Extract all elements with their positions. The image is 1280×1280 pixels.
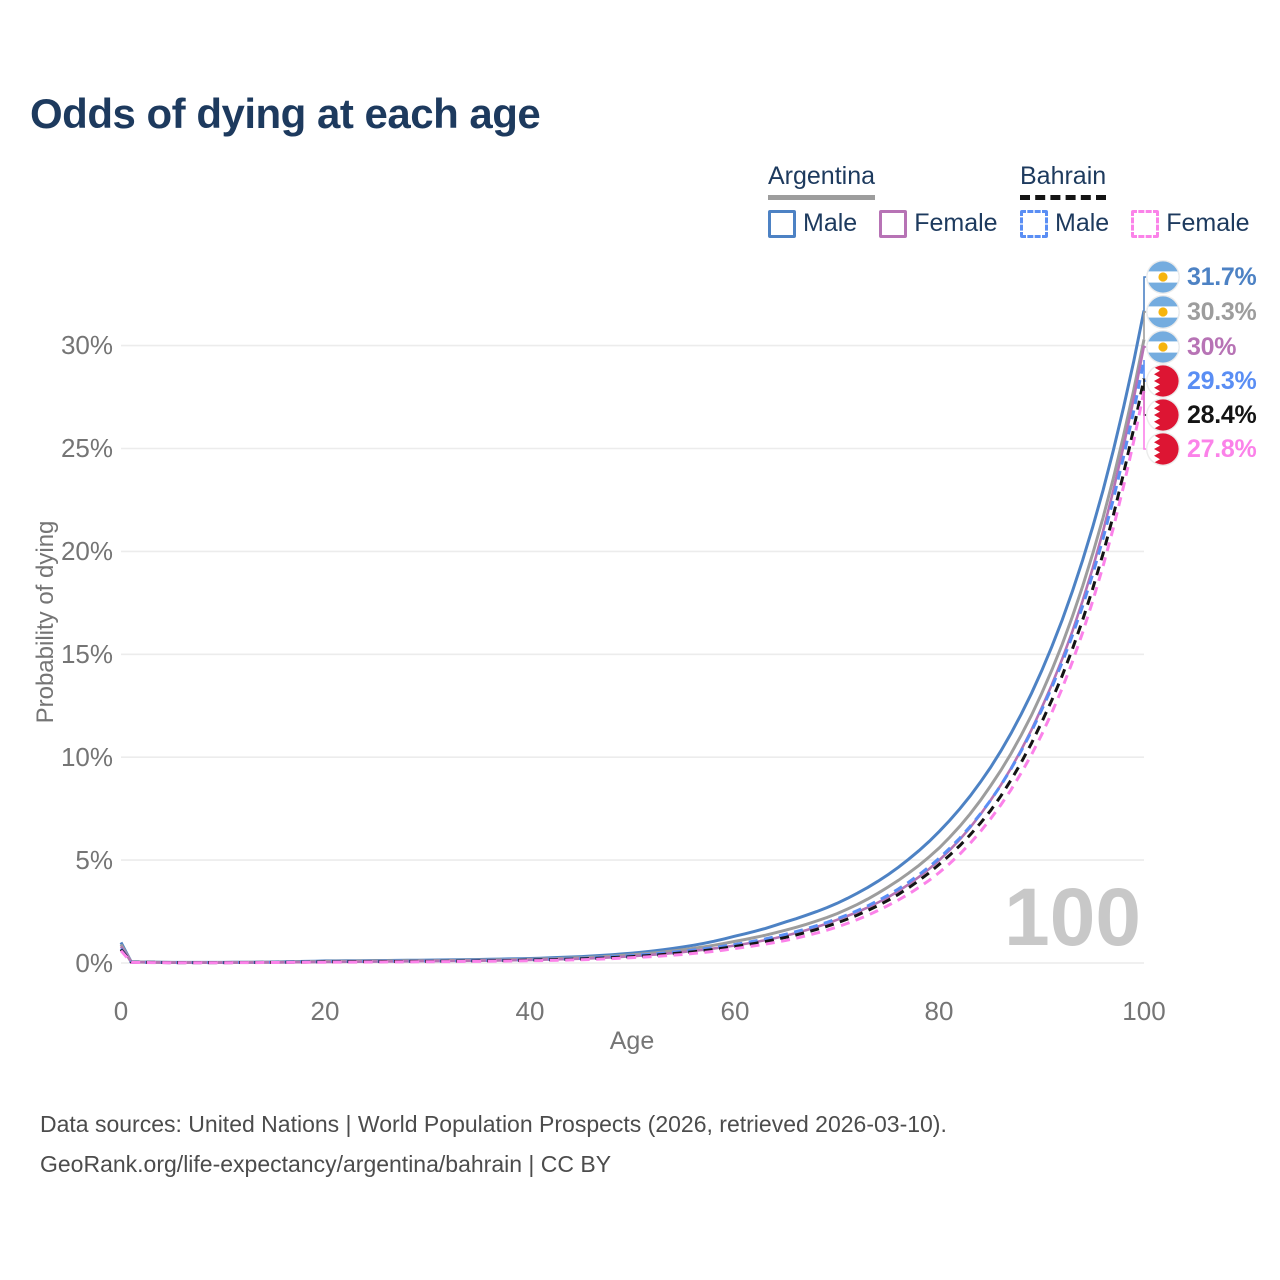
end-label-bahrain-both: 28.4% [1146,398,1257,432]
end-label-bahrain-male: 29.3% [1146,364,1257,398]
y-tick-10: 10% [60,742,113,772]
legend-item-label: Male [1055,209,1110,237]
legend-group-bahrain: Bahrain Male Female [1020,162,1250,238]
end-label-value: 27.8% [1187,434,1257,463]
line-bahrain-male [119,359,1146,965]
end-label-argentina-both: 30.3% [1146,295,1257,329]
end-label-value: 29.3% [1187,366,1257,395]
y-tick-0: 0% [75,948,113,978]
x-tick-60: 60 [720,996,750,1026]
source-link-text[interactable]: GeoRank.org/life-expectancy/argentina/ba… [40,1151,612,1177]
line-argentina-both [119,339,1146,964]
argentina-male-swatch-icon [768,209,796,238]
y-axis-title: Probability of dying [32,520,59,724]
x-tick-20: 20 [310,996,340,1026]
bahrain-male-swatch-icon [1020,209,1048,238]
x-tick-40: 40 [515,996,545,1026]
end-label-value: 31.7% [1187,262,1257,291]
legend-item-bahrain-male[interactable]: Male [1020,209,1109,238]
y-tick-25: 25% [60,433,113,463]
x-axis-title: Age [609,1027,655,1055]
data-sources-text: Data sources: United Nations | World Pop… [40,1111,947,1137]
y-tick-20: 20% [60,536,113,566]
series-curves [119,310,1146,965]
y-tick-5: 5% [75,845,113,875]
legend-group-argentina: Argentina Male Female [768,162,998,238]
argentina-flag-icon [1146,260,1180,294]
argentina-flag-icon [1146,295,1180,329]
bahrain-flag-icon [1146,432,1180,466]
end-label-bahrain-female: 27.8% [1146,432,1257,466]
y-tick-15: 15% [60,639,113,669]
argentina-flag-icon [1146,330,1180,364]
legend-item-argentina-male[interactable]: Male [768,209,857,238]
bahrain-flag-icon [1146,364,1180,398]
line-argentina-male [119,310,1146,964]
legend-country-bahrain: Bahrain [1020,162,1107,200]
age-watermark: 100 [1004,872,1141,963]
bahrain-flag-icon [1146,398,1180,432]
line-bahrain-both [119,378,1146,965]
argentina-female-swatch-icon [879,209,908,238]
bahrain-female-swatch-icon [1131,209,1160,238]
gridlines [121,344,1144,964]
end-label-value: 30.3% [1187,297,1257,326]
legend-item-argentina-female[interactable]: Female [879,209,998,238]
legend-item-bahrain-female[interactable]: Female [1131,209,1250,238]
end-label-value: 28.4% [1187,400,1257,429]
page-title: Odds of dying at each age [30,90,541,137]
end-label-argentina-male: 31.7% [1146,260,1257,294]
legend-item-label: Male [803,209,858,237]
y-tick-30: 30% [60,330,113,360]
legend-item-label: Female [1166,209,1250,237]
legend-country-argentina: Argentina [768,162,876,200]
end-label-value: 30% [1187,332,1237,361]
x-tick-80: 80 [924,996,954,1026]
x-tick-100: 100 [1122,996,1166,1026]
end-label-argentina-female: 30% [1146,330,1236,364]
legend-item-label: Female [914,209,998,237]
x-tick-0: 0 [113,996,129,1026]
line-bahrain-female [119,390,1146,965]
